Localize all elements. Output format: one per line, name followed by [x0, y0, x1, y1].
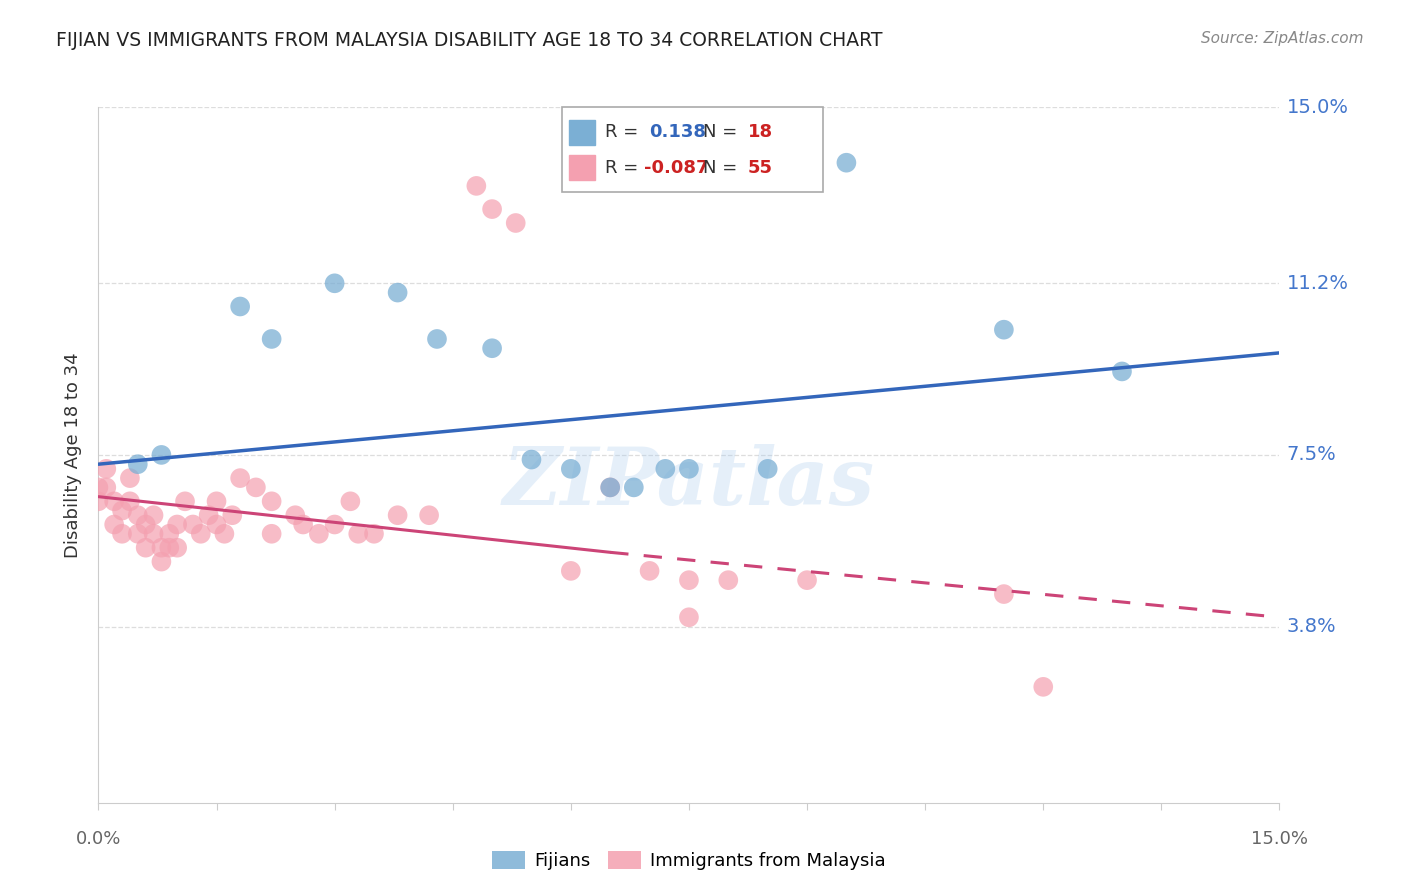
- Point: [1032, 680, 1054, 694]
- Point: [150, 448, 173, 462]
- Point: [190, 526, 212, 541]
- Point: [87, 494, 110, 508]
- Point: [347, 526, 370, 541]
- Point: [197, 508, 219, 523]
- Point: [96, 480, 118, 494]
- Point: [142, 526, 165, 541]
- Point: [166, 541, 188, 555]
- Point: [505, 216, 527, 230]
- Point: [599, 480, 621, 494]
- Text: 18: 18: [748, 123, 773, 141]
- Point: [103, 494, 125, 508]
- Point: [599, 480, 621, 494]
- Text: 15.0%: 15.0%: [1251, 830, 1308, 847]
- Point: [560, 564, 582, 578]
- Point: [465, 178, 488, 193]
- Text: 15.0%: 15.0%: [1286, 97, 1348, 117]
- Text: FIJIAN VS IMMIGRANTS FROM MALAYSIA DISABILITY AGE 18 TO 34 CORRELATION CHART: FIJIAN VS IMMIGRANTS FROM MALAYSIA DISAB…: [56, 31, 883, 50]
- Text: R =: R =: [605, 123, 638, 141]
- Point: [111, 526, 134, 541]
- Point: [260, 332, 283, 346]
- Point: [387, 508, 409, 523]
- Point: [205, 494, 228, 508]
- Point: [127, 457, 149, 471]
- Point: [221, 508, 243, 523]
- Point: [363, 526, 385, 541]
- Point: [181, 517, 204, 532]
- Point: [418, 508, 440, 523]
- Point: [166, 517, 188, 532]
- Y-axis label: Disability Age 18 to 34: Disability Age 18 to 34: [65, 352, 83, 558]
- Point: [796, 573, 818, 587]
- Point: [135, 541, 157, 555]
- Point: [835, 155, 858, 169]
- Text: ZIPatlas: ZIPatlas: [503, 444, 875, 522]
- Text: 7.5%: 7.5%: [1286, 445, 1336, 465]
- Text: Source: ZipAtlas.com: Source: ZipAtlas.com: [1201, 31, 1364, 46]
- Point: [142, 508, 165, 523]
- Point: [260, 494, 283, 508]
- Point: [127, 526, 149, 541]
- Point: [426, 332, 449, 346]
- Point: [111, 503, 134, 517]
- Point: [245, 480, 267, 494]
- Point: [717, 573, 740, 587]
- Text: 11.2%: 11.2%: [1286, 274, 1348, 293]
- Point: [993, 587, 1015, 601]
- Point: [387, 285, 409, 300]
- Text: -0.087: -0.087: [644, 159, 709, 177]
- Point: [260, 526, 283, 541]
- Point: [308, 526, 330, 541]
- Point: [323, 517, 346, 532]
- Point: [756, 462, 779, 476]
- Point: [174, 494, 197, 508]
- Point: [292, 517, 315, 532]
- Point: [157, 526, 180, 541]
- Point: [118, 471, 141, 485]
- Point: [678, 573, 700, 587]
- Point: [150, 541, 173, 555]
- Point: [481, 341, 503, 355]
- Point: [127, 508, 149, 523]
- Point: [323, 277, 346, 291]
- Point: [205, 517, 228, 532]
- Point: [96, 462, 118, 476]
- Text: 0.138: 0.138: [650, 123, 707, 141]
- Text: 0.0%: 0.0%: [76, 830, 121, 847]
- Point: [678, 462, 700, 476]
- Point: [157, 541, 180, 555]
- Point: [520, 452, 543, 467]
- Point: [623, 480, 645, 494]
- Point: [229, 471, 252, 485]
- Text: R =: R =: [605, 159, 638, 177]
- Point: [1111, 364, 1133, 378]
- Point: [638, 564, 661, 578]
- Point: [654, 462, 676, 476]
- Point: [339, 494, 361, 508]
- Point: [214, 526, 236, 541]
- Text: 55: 55: [748, 159, 773, 177]
- Point: [150, 555, 173, 569]
- Point: [678, 610, 700, 624]
- Point: [135, 517, 157, 532]
- Legend: Fijians, Immigrants from Malaysia: Fijians, Immigrants from Malaysia: [485, 844, 893, 877]
- Text: N =: N =: [703, 159, 737, 177]
- Point: [284, 508, 307, 523]
- Point: [103, 517, 125, 532]
- Point: [481, 202, 503, 216]
- Text: 3.8%: 3.8%: [1286, 617, 1336, 636]
- Point: [229, 300, 252, 314]
- Point: [87, 480, 110, 494]
- Point: [118, 494, 141, 508]
- Text: N =: N =: [703, 123, 737, 141]
- Point: [993, 323, 1015, 337]
- Point: [560, 462, 582, 476]
